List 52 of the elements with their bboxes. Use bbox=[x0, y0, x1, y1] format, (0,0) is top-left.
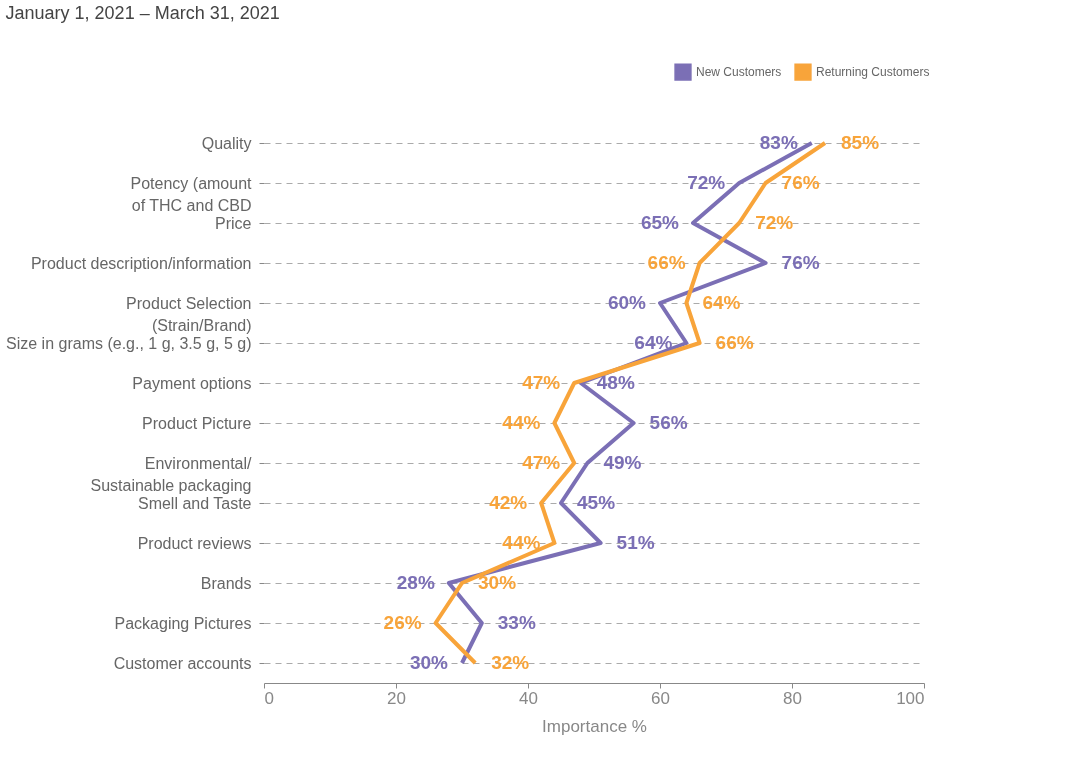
data-label: 51% bbox=[616, 532, 655, 553]
data-label: 64% bbox=[702, 292, 741, 313]
y-tick-label: Price bbox=[215, 214, 252, 232]
x-tick-label: 20 bbox=[387, 688, 406, 708]
data-label: 44% bbox=[502, 412, 541, 433]
y-tick-label: Smell and Taste bbox=[137, 494, 252, 512]
data-label: 45% bbox=[577, 492, 616, 513]
x-tick-label: 40 bbox=[519, 688, 538, 708]
data-label: 83% bbox=[759, 132, 798, 153]
data-label: 66% bbox=[715, 332, 754, 353]
data-label: 49% bbox=[603, 452, 642, 473]
data-label: 85% bbox=[841, 132, 880, 153]
data-label: 60% bbox=[607, 292, 647, 313]
y-tick-label: Product reviews bbox=[137, 534, 252, 552]
data-label: 76% bbox=[781, 172, 820, 193]
x-tick-label: 60 bbox=[651, 688, 670, 708]
data-label: 47% bbox=[522, 452, 561, 473]
data-label: 48% bbox=[596, 372, 635, 393]
x-axis-title: Importance % bbox=[542, 716, 647, 736]
data-label: 72% bbox=[687, 172, 726, 193]
y-tick-label: Brands bbox=[200, 574, 252, 592]
data-label: 65% bbox=[640, 212, 680, 233]
y-tick-label: Quality bbox=[201, 134, 252, 152]
data-label: 76% bbox=[781, 252, 820, 273]
x-tick-label: 100 bbox=[896, 688, 925, 708]
data-label: 72% bbox=[755, 212, 794, 233]
data-label: 26% bbox=[383, 612, 422, 633]
x-tick-label: 80 bbox=[783, 688, 802, 708]
data-label: 30% bbox=[409, 652, 449, 673]
data-label: 44% bbox=[502, 532, 541, 553]
data-label: 56% bbox=[649, 412, 688, 433]
legend-label: Returning Customers bbox=[816, 65, 930, 80]
y-tick-label: Payment options bbox=[132, 374, 252, 392]
y-tick-label: Packaging Pictures bbox=[114, 614, 252, 632]
y-tick-label: Product Picture bbox=[142, 414, 252, 432]
data-label: 64% bbox=[634, 332, 673, 353]
data-label: 32% bbox=[491, 652, 530, 673]
legend-label: New Customers bbox=[696, 65, 782, 80]
y-tick-label: Potency (amount of THC and CBD bbox=[130, 174, 253, 214]
chart-subtitle: January 1, 2021 – March 31, 2021 bbox=[5, 3, 280, 23]
y-tick-label: Size in grams (e.g., 1 g, 3.5 g, 5 g) bbox=[6, 334, 252, 352]
y-tick-label: Product Selection (Strain/Brand) bbox=[126, 294, 252, 334]
y-tick-label: Product description/information bbox=[30, 254, 252, 272]
x-tick-label: 0 bbox=[264, 688, 274, 708]
data-label: 30% bbox=[478, 572, 517, 593]
data-label: 42% bbox=[489, 492, 528, 513]
data-label: 28% bbox=[396, 572, 435, 593]
data-label: 47% bbox=[522, 372, 561, 393]
data-label: 66% bbox=[647, 252, 686, 273]
data-label: 33% bbox=[497, 612, 536, 633]
y-tick-label: Customer accounts bbox=[113, 654, 252, 672]
y-tick-label: Environmental/ Sustainable packaging bbox=[90, 454, 253, 494]
